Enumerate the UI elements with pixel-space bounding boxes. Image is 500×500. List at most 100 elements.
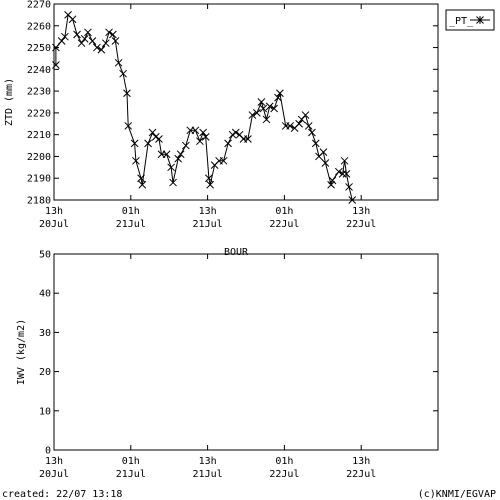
- ztd-data-point: [167, 163, 175, 172]
- ztd-data-point: [276, 89, 284, 98]
- ztd-data-point: [244, 135, 252, 143]
- iwv-y-tick-label: 30: [39, 328, 51, 339]
- ztd-data-point: [259, 104, 268, 113]
- ztd-chart: 2180 2190 2200 2210 2220 2230 2240 2250 2260 2270…: [4, 0, 439, 230]
- ztd-data-point: [205, 174, 213, 183]
- iwv-chart-title: BOUR: [224, 247, 249, 258]
- iwv-y-axis: 0 10 20 30 40 50: [39, 250, 438, 457]
- ztd-x-tick-date: 21Jul: [116, 219, 146, 230]
- ztd-data-point: [137, 174, 145, 183]
- ztd-data-point: [68, 15, 77, 24]
- ztd-data-point: [308, 128, 316, 137]
- ztd-data-point: [132, 156, 140, 165]
- iwv-x-tick-hour: 01h: [122, 456, 140, 467]
- ztd-data-point: [119, 69, 127, 78]
- ztd-data-point: [262, 115, 271, 124]
- ztd-data-point: [327, 180, 335, 189]
- iwv-x-tick-date: 21Jul: [116, 469, 146, 480]
- legend-series-label: _PT_: [449, 16, 474, 27]
- ztd-data-point: [174, 154, 183, 163]
- ztd-data-point: [334, 167, 343, 176]
- ztd-x-tick-hour: 01h: [122, 206, 140, 217]
- ztd-data-point: [77, 39, 86, 48]
- ztd-y-tick-label: 2220: [27, 108, 51, 119]
- footer-credit: (c)KNMI/EGVAP: [418, 489, 496, 500]
- ztd-x-tick-date: 22Jul: [346, 219, 376, 230]
- iwv-chart: BOUR 0 10 20 30 40 50 13h 20Jul 01h 21Jul 13h 21Ju…: [16, 247, 439, 480]
- ztd-y-tick-label: 2180: [27, 196, 51, 207]
- ztd-y-tick-label: 2240: [27, 65, 51, 76]
- iwv-x-tick-date: 22Jul: [269, 469, 299, 480]
- ztd-data-point: [219, 156, 228, 165]
- ztd-x-tick-hour: 13h: [199, 206, 217, 217]
- ztd-data-point: [176, 150, 185, 159]
- ztd-series: [52, 11, 357, 204]
- ztd-data-point: [144, 139, 152, 148]
- ztd-data-point: [286, 122, 295, 130]
- ztd-data-point: [196, 137, 204, 146]
- ztd-data-point: [295, 119, 303, 128]
- iwv-y-tick-label: 40: [39, 289, 51, 300]
- ztd-data-point: [224, 139, 232, 148]
- ztd-data-point: [155, 135, 163, 143]
- ztd-data-point: [231, 128, 240, 137]
- ztd-data-point: [338, 170, 347, 178]
- legend: _PT_: [445, 9, 495, 31]
- iwv-y-tick-label: 10: [39, 406, 51, 417]
- ztd-data-point: [93, 43, 101, 52]
- iwv-y-tick-label: 50: [39, 250, 51, 261]
- ztd-data-point: [321, 159, 330, 167]
- ztd-data-point: [319, 148, 328, 156]
- ztd-y-tick-label: 2260: [27, 21, 51, 32]
- ztd-data-point: [148, 128, 157, 137]
- ztd-data-point: [109, 30, 117, 39]
- ztd-data-point: [101, 39, 110, 48]
- ztd-data-point: [88, 37, 97, 45]
- iwv-y-tick-label: 20: [39, 367, 51, 378]
- ztd-x-tick-date: 22Jul: [269, 219, 299, 230]
- ztd-data-point: [340, 156, 349, 165]
- ztd-y-tick-label: 2250: [27, 43, 51, 54]
- ztd-data-point: [274, 93, 282, 102]
- ztd-data-point: [169, 178, 177, 187]
- iwv-x-tick-date: 20Jul: [39, 469, 69, 480]
- ztd-data-point: [301, 111, 310, 119]
- legend-marker-icon: [470, 16, 490, 24]
- ztd-data-point: [52, 61, 60, 69]
- ztd-data-point: [201, 132, 210, 141]
- ztd-x-tick-hour: 13h: [352, 206, 370, 217]
- ztd-data-point: [151, 132, 160, 141]
- ztd-data-point: [123, 89, 131, 98]
- ztd-data-point: [199, 128, 207, 137]
- ztd-data-point: [348, 196, 357, 204]
- ztd-plot-frame: [53, 3, 439, 201]
- iwv-x-tick-date: 22Jul: [346, 469, 376, 480]
- ztd-data-point: [248, 111, 257, 119]
- iwv-y-axis-label: IWV (kg/m2): [16, 319, 27, 385]
- iwv-x-tick-hour: 13h: [199, 456, 217, 467]
- ztd-data-point: [328, 176, 337, 185]
- footer-created: created: 22/07 13:18: [2, 489, 122, 500]
- ztd-data-point: [270, 104, 279, 113]
- ztd-data-point: [111, 37, 120, 45]
- iwv-x-tick-hour: 01h: [275, 456, 293, 467]
- ztd-y-tick-label: 2270: [27, 0, 51, 11]
- ztd-x-axis: 13h 20Jul 01h 21Jul 13h 21Jul 01h 22Jul 13h 22Jul: [39, 4, 376, 230]
- ztd-x-tick-date: 21Jul: [193, 219, 223, 230]
- ztd-data-point: [97, 45, 106, 54]
- iwv-x-tick-hour: 13h: [352, 456, 370, 467]
- iwv-x-tick-hour: 13h: [45, 456, 63, 467]
- iwv-y-tick-label: 0: [45, 446, 51, 457]
- ztd-data-point: [80, 34, 89, 43]
- ztd-data-point: [311, 139, 320, 148]
- iwv-plot-frame: [53, 253, 439, 451]
- iwv-x-tick-date: 21Jul: [193, 469, 223, 480]
- ztd-data-point: [191, 126, 200, 135]
- ztd-data-point: [304, 122, 313, 130]
- ztd-data-point: [206, 180, 215, 189]
- ztd-y-tick-label: 2210: [27, 130, 51, 141]
- ztd-x-tick-date: 20Jul: [39, 219, 69, 230]
- ztd-data-point: [342, 170, 351, 178]
- ztd-y-tick-label: 2230: [27, 87, 51, 98]
